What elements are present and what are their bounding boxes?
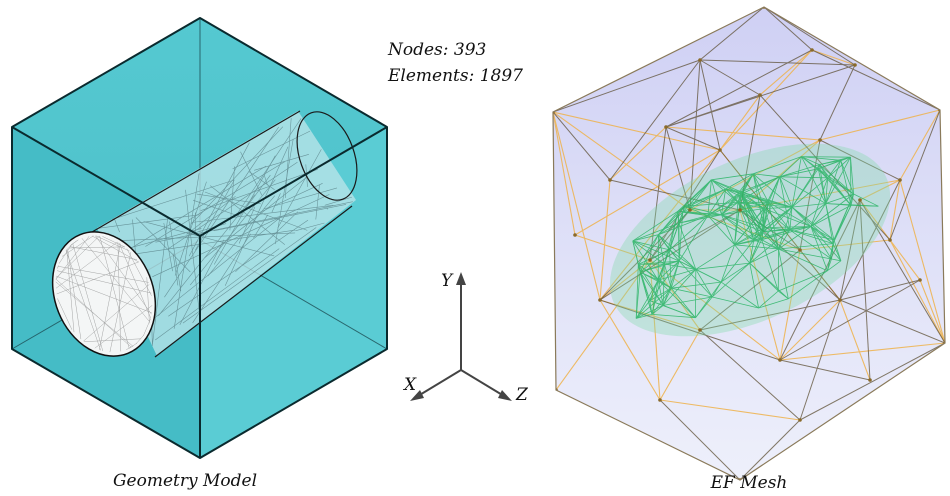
box-visible-edges	[11, 17, 388, 459]
axis-label-z: Z	[515, 385, 529, 405]
mesh-hull-outline	[552, 6, 946, 481]
axis-label-x: X	[402, 375, 417, 395]
mesh-caption: EF Mesh	[710, 473, 788, 493]
elements-count: Elements: 1897	[387, 66, 523, 86]
geometry-model: Geometry Model	[11, 17, 388, 491]
axis-label-y: Y	[441, 271, 454, 291]
mesh-stats: Nodes: 393 Elements: 1897	[387, 40, 523, 86]
cylinder-body	[97, 111, 356, 356]
cylinder	[51, 110, 358, 358]
ef-mesh: EF Mesh	[552, 6, 946, 493]
nodes-count: Nodes: 393	[387, 40, 486, 60]
cap-hatch	[55, 235, 153, 353]
mesh-cylinder-edges	[632, 156, 879, 319]
cylinder-top-silhouette	[91, 110, 301, 233]
cylinder-bottom-silhouette	[154, 205, 353, 358]
axis-triad	[410, 272, 512, 401]
geometry-caption: Geometry Model	[113, 471, 257, 491]
